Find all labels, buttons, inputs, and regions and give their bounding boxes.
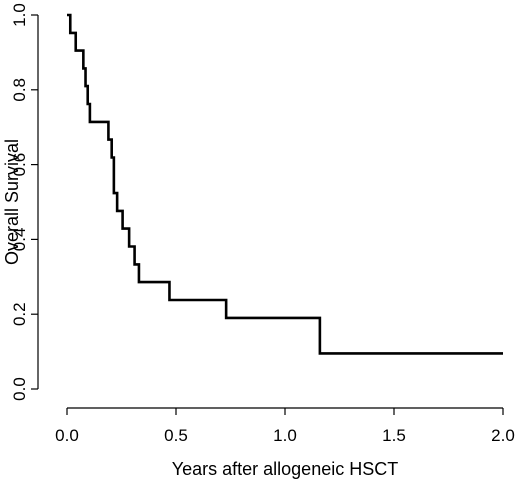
y-axis-title: Overall Survival xyxy=(2,139,22,265)
y-tick-label: 0.6 xyxy=(10,153,29,177)
x-ticks: 0.0 0.5 1.0 1.5 2.0 xyxy=(55,408,515,445)
y-tick-label: 0.4 xyxy=(10,228,29,252)
y-ticks: 0.0 0.2 0.4 0.6 0.8 1.0 xyxy=(10,3,38,401)
survival-step-line xyxy=(67,13,503,355)
y-tick-label: 1.0 xyxy=(10,3,29,27)
x-tick-label: 2.0 xyxy=(491,426,515,445)
y-tick-label: 0.0 xyxy=(10,377,29,401)
x-tick-label: 0.5 xyxy=(164,426,188,445)
y-tick-label: 0.8 xyxy=(10,78,29,102)
y-tick-label: 0.2 xyxy=(10,302,29,326)
x-tick-label: 0.0 xyxy=(55,426,79,445)
x-tick-label: 1.0 xyxy=(273,426,297,445)
axes: 0.0 0.5 1.0 1.5 2.0 0.0 0.2 0.4 0.6 0.8 1.0 xyxy=(10,3,515,445)
x-tick-label: 1.5 xyxy=(382,426,406,445)
x-axis-title: Years after allogeneic HSCT xyxy=(172,459,398,479)
